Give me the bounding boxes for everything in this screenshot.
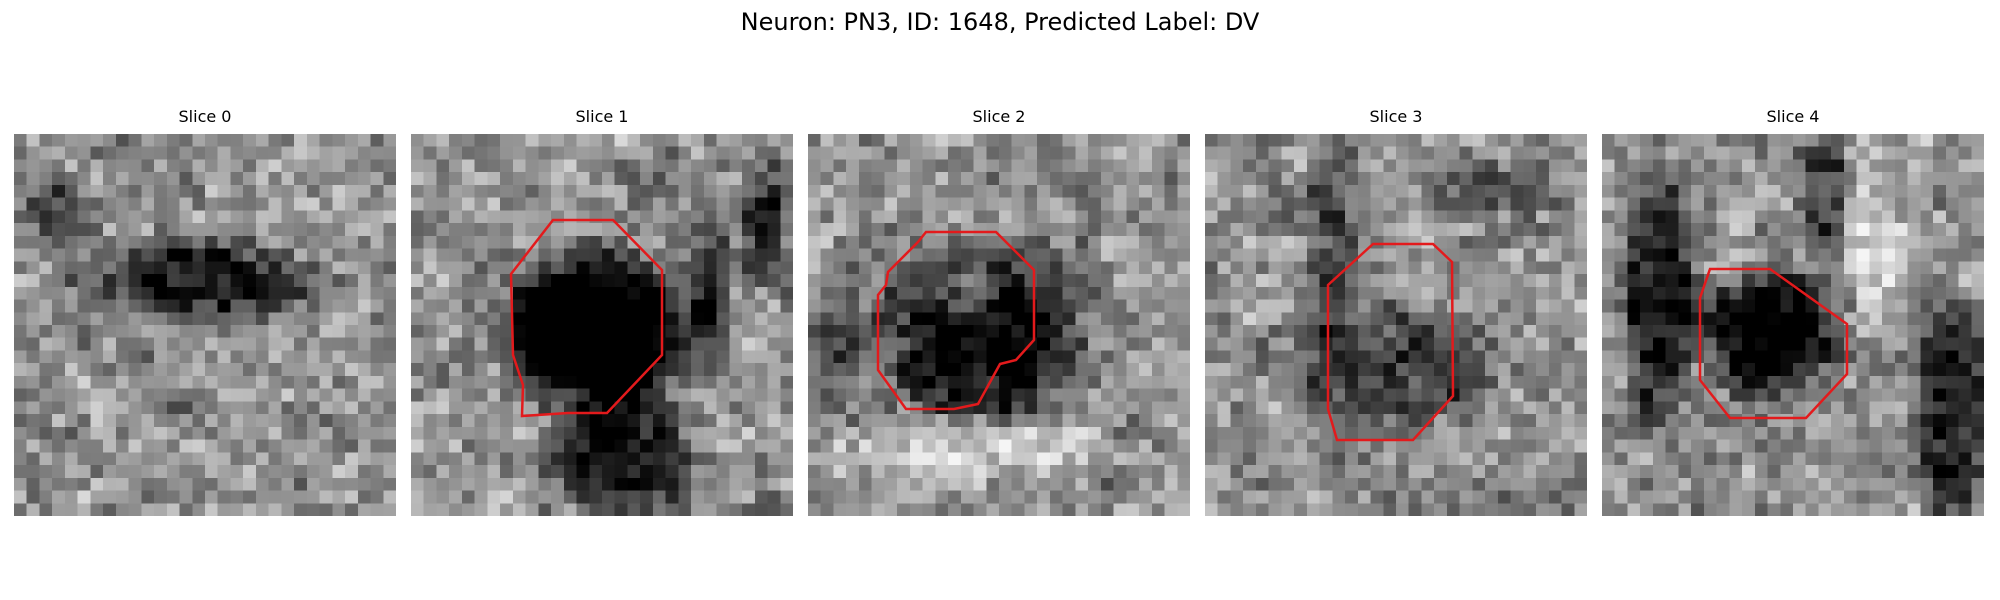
roi-contour (1698, 267, 1849, 420)
slice-image (1205, 134, 1587, 516)
slice-panel-4: Slice 4 (1602, 104, 1984, 516)
slice-image (808, 134, 1190, 516)
roi-contour-overlay (876, 230, 1036, 411)
slice-title: Slice 3 (1369, 107, 1423, 126)
roi-contour (1326, 242, 1455, 442)
slice-panel-1: Slice 1 (411, 104, 793, 516)
figure-title: Neuron: PN3, ID: 1648, Predicted Label: … (740, 8, 1260, 36)
slice-panel-3: Slice 3 (1205, 104, 1587, 516)
slice-title: Slice 2 (972, 107, 1026, 126)
slice-image (1602, 134, 1984, 516)
roi-contour-overlay (1698, 267, 1849, 420)
roi-contour-overlay (1326, 242, 1455, 442)
slice-title: Slice 0 (178, 107, 232, 126)
roi-contour (876, 230, 1036, 411)
roi-contour (509, 218, 664, 418)
roi-contour-overlay (509, 218, 664, 418)
slice-title: Slice 1 (575, 107, 629, 126)
slice-panel-0: Slice 0 (14, 104, 396, 516)
slice-panel-2: Slice 2 (808, 104, 1190, 516)
slice-title: Slice 4 (1766, 107, 1820, 126)
slice-image (14, 134, 396, 516)
slice-image (411, 134, 793, 516)
